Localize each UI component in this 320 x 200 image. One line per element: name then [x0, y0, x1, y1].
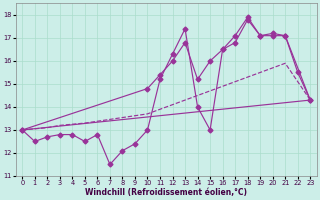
X-axis label: Windchill (Refroidissement éolien,°C): Windchill (Refroidissement éolien,°C)	[85, 188, 247, 197]
